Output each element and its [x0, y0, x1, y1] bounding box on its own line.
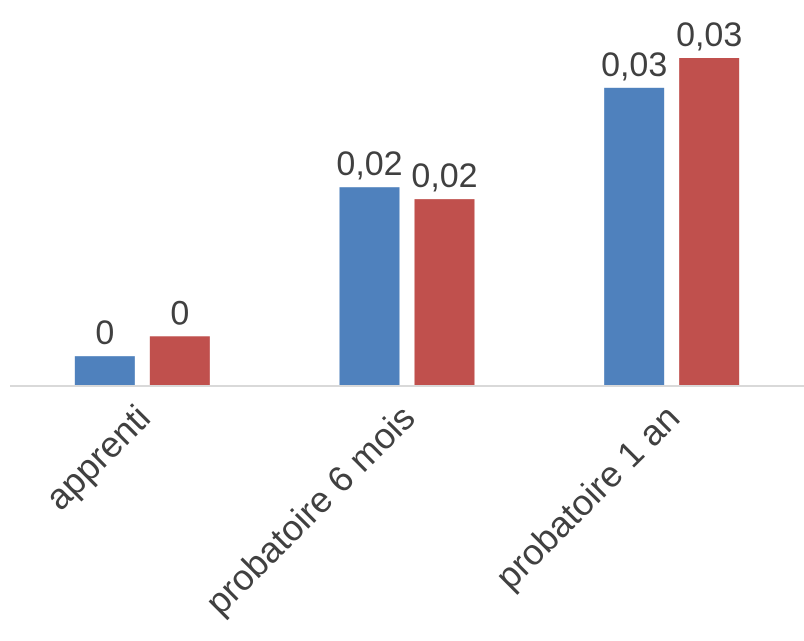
- data-label-2-series-1: 0,02: [336, 145, 402, 183]
- category-label-2: probatoire 6 mois: [197, 397, 423, 623]
- data-labels-group: 0 0 0,02 0,02 0,030,03: [95, 16, 742, 352]
- bar-2-series-1: [339, 187, 400, 386]
- bars-group: [74, 58, 740, 387]
- category-label-3: probatoire 1 an: [487, 397, 687, 597]
- data-label-3-series-2: 0,03: [676, 16, 742, 54]
- bar-3-series-1: [604, 87, 665, 387]
- category-labels-group: apprenti probatoire 6 mois probatoire 1 an: [37, 397, 687, 623]
- data-label-2-series-2: 0,02: [411, 157, 477, 195]
- data-label-1-series-2: 0: [170, 294, 189, 332]
- bar-1-series-1: [74, 356, 135, 386]
- data-label-1-series-1: 0: [95, 314, 114, 352]
- bar-1-series-2: [149, 336, 210, 386]
- bar-2-series-2: [414, 199, 475, 386]
- category-label-1: apprenti: [37, 397, 158, 518]
- bar-3-series-2: [679, 58, 740, 386]
- data-label-3-series-1: 0,03: [601, 46, 667, 84]
